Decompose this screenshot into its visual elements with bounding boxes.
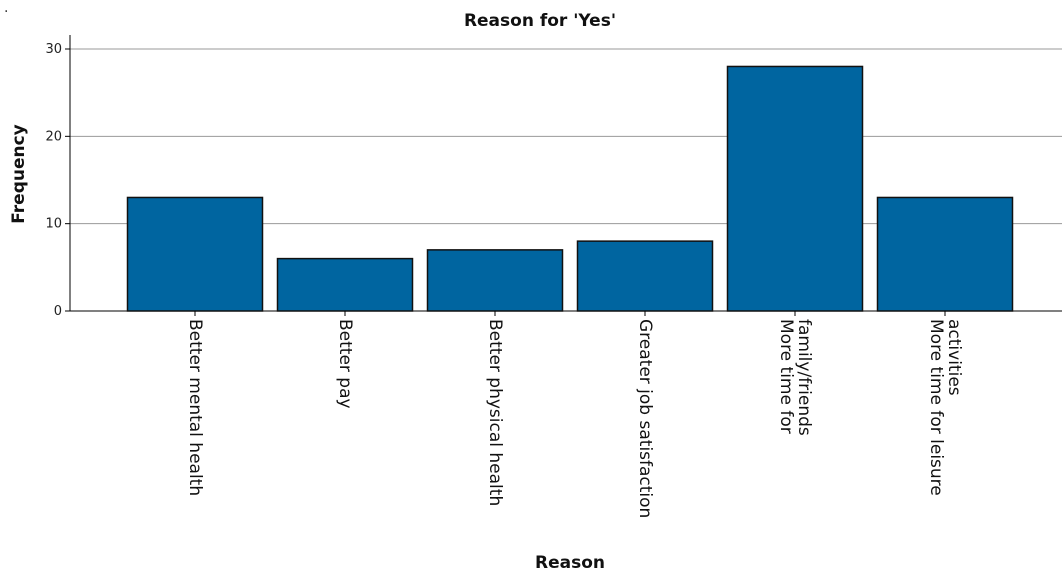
x-tick-label: Better physical health [485, 319, 505, 506]
x-tick-label: family/friends [794, 319, 814, 436]
x-axis-labels: Better mental health Better pay Better phy… [185, 311, 964, 518]
chart-title: Reason for 'Yes' [464, 11, 616, 31]
x-axis-title: Reason [535, 553, 605, 571]
bar [876, 196, 1014, 312]
x-tick-label: activities [944, 319, 964, 396]
y-tick-label: 30 [45, 42, 62, 57]
bars [126, 65, 1014, 312]
x-tick-label: Better mental health [185, 319, 205, 496]
x-tick-label: More time for leisure [926, 319, 946, 496]
bar [126, 196, 264, 312]
x-tick-label: Greater job satisfaction [635, 319, 655, 518]
y-tick-label: 20 [45, 129, 62, 144]
y-tick-label: 10 [45, 217, 62, 232]
y-tick-label: 0 [54, 304, 62, 319]
bar [276, 257, 414, 312]
corner-mark: . [4, 0, 9, 16]
bar [576, 240, 714, 312]
y-axis: 0 10 20 30 [45, 35, 71, 319]
bar [426, 249, 564, 312]
x-tick-label: More time for [776, 319, 796, 434]
bar [726, 65, 864, 312]
x-tick-label: Better pay [335, 319, 355, 409]
y-axis-title: Frequency [9, 124, 29, 224]
